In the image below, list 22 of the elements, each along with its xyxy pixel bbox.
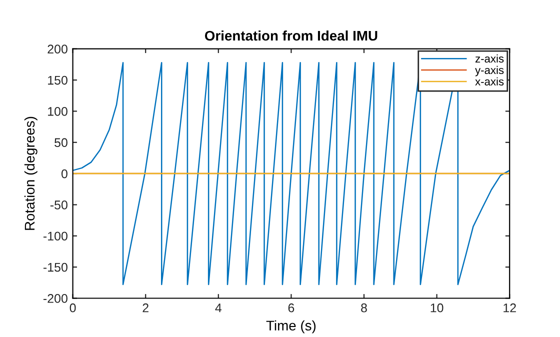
y-tick-label: 150 <box>48 76 68 85</box>
y-tick-label: 0 <box>61 169 68 178</box>
y-tick-label: 100 <box>48 107 68 116</box>
x-tick-label: 0 <box>70 303 76 312</box>
x-tick-label: 2 <box>142 303 148 312</box>
y-tick-label: -200 <box>43 294 68 303</box>
x-tick-label: 6 <box>288 303 294 312</box>
y-tick-label: 200 <box>48 44 68 54</box>
legend-label: x-axis <box>475 77 504 86</box>
chart-title: Orientation from Ideal IMU <box>204 30 378 41</box>
y-tick-label: -100 <box>43 232 68 241</box>
y-tick-label: -150 <box>43 262 68 272</box>
x-axis-title: Time (s) <box>266 320 316 334</box>
x-tick-label: 10 <box>430 303 444 312</box>
legend-label: y-axis <box>475 66 504 76</box>
x-tick-label: 8 <box>361 303 367 312</box>
y-tick-label: 50 <box>54 138 68 148</box>
x-tick-label: 4 <box>215 304 222 312</box>
y-tick-label: -50 <box>50 200 68 210</box>
y-axis-title: Rotation (degrees) <box>24 116 38 230</box>
legend-label: z-axis <box>475 54 504 63</box>
x-tick-label: 12 <box>504 303 516 312</box>
